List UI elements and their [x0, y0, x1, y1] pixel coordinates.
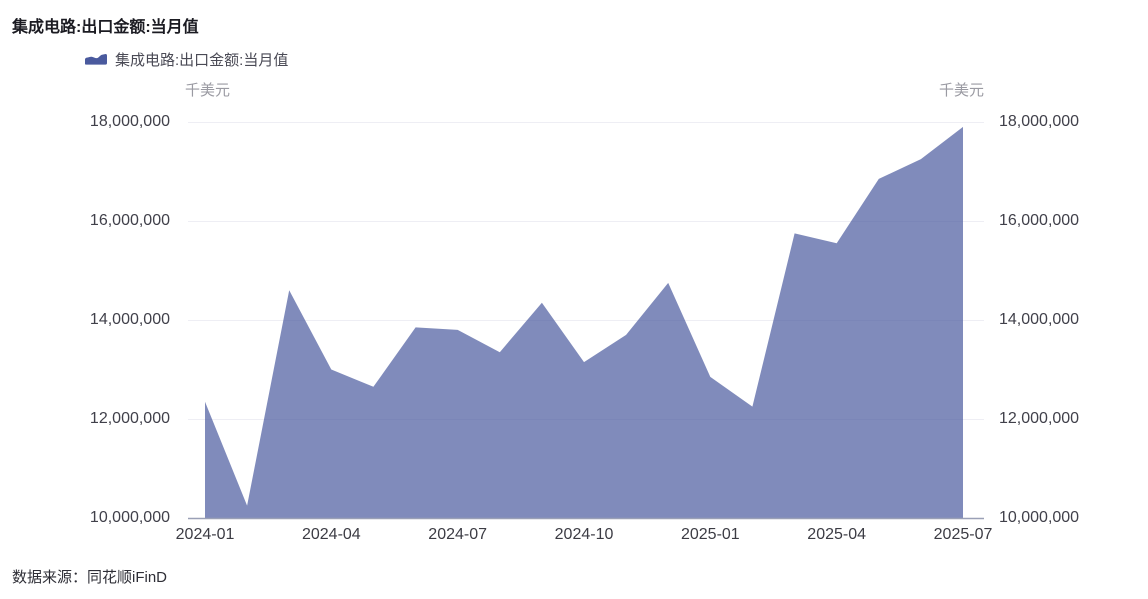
y-tick-label-right: 12,000,000	[999, 410, 1080, 427]
y-tick-label-left: 14,000,000	[89, 311, 170, 328]
legend-item[interactable]: 集成电路:出口金额:当月值	[84, 50, 289, 69]
area-chart-icon	[85, 54, 107, 65]
x-tick-label: 2025-07	[933, 526, 993, 543]
y-axis-unit-right: 千美元	[938, 82, 984, 99]
x-tick-label: 2025-01	[680, 526, 740, 543]
y-tick-label-right: 14,000,000	[999, 311, 1080, 328]
x-tick-label: 2025-04	[807, 526, 867, 543]
x-tick-label: 2024-01	[175, 526, 235, 543]
x-tick-label: 2024-04	[301, 526, 361, 543]
y-tick-label-right: 10,000,000	[999, 509, 1080, 526]
x-tick-label: 2024-07	[428, 526, 488, 543]
x-tick-label: 2024-10	[554, 526, 614, 543]
legend-label: 集成电路:出口金额:当月值	[115, 51, 289, 69]
y-tick-label-left: 18,000,000	[89, 113, 170, 130]
y-tick-label-left: 16,000,000	[89, 212, 170, 229]
y-tick-label-left: 10,000,000	[89, 509, 170, 526]
chart-title: 集成电路:出口金额:当月值	[12, 19, 199, 36]
area-series[interactable]	[205, 126, 963, 519]
y-axis-unit-left: 千美元	[185, 82, 231, 99]
data-source: 数据来源：同花顺iFinD	[12, 569, 168, 586]
y-tick-label-right: 16,000,000	[999, 212, 1080, 229]
y-tick-label-right: 18,000,000	[999, 113, 1080, 130]
y-tick-label-left: 12,000,000	[89, 410, 170, 427]
